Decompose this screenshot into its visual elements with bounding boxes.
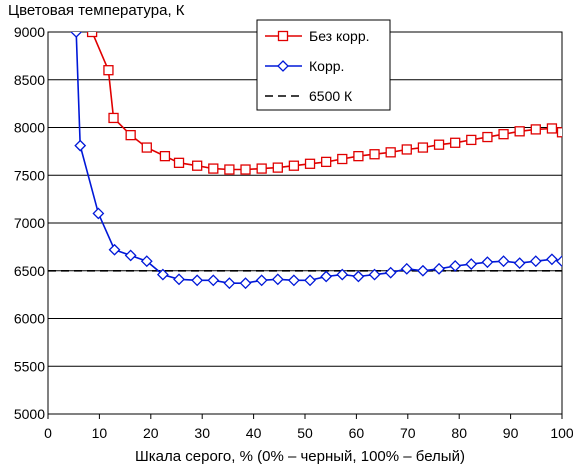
- data-point: [546, 123, 558, 134]
- data-point: [320, 270, 333, 283]
- series-layer: [48, 32, 562, 290]
- data-point: [304, 274, 316, 287]
- data-point: [255, 274, 268, 287]
- x-tick-label: 40: [246, 425, 262, 441]
- data-point: [417, 142, 429, 153]
- data-point: [401, 144, 412, 155]
- data-point: [192, 160, 203, 171]
- data-point: [353, 150, 364, 162]
- data-point: [159, 150, 171, 162]
- data-point: [207, 274, 220, 287]
- data-point: [224, 164, 235, 175]
- legend-label: Корр.: [309, 58, 344, 74]
- data-point: [337, 153, 348, 165]
- data-point: [450, 137, 461, 148]
- data-point: [336, 268, 349, 281]
- data-point: [304, 158, 316, 169]
- x-tick-label: 100: [550, 425, 573, 441]
- data-point: [513, 257, 526, 270]
- data-point: [208, 163, 219, 174]
- data-point: [173, 157, 185, 168]
- data-point: [368, 268, 381, 281]
- data-point: [173, 273, 185, 286]
- data-point: [556, 255, 562, 268]
- x-tick-label: 10: [92, 425, 108, 441]
- data-point: [385, 147, 396, 158]
- data-point: [108, 243, 121, 256]
- data-point: [530, 124, 541, 135]
- data-point: [546, 253, 558, 266]
- data-point: [86, 32, 98, 38]
- data-point: [514, 126, 525, 137]
- series-1: [70, 32, 562, 290]
- data-point: [141, 142, 152, 153]
- data-point: [466, 134, 477, 146]
- x-tick-label: 90: [503, 425, 519, 441]
- axis-ticks: 9000 8500 8000 7500 7000 6500 6000 5500 5000 0 10 2…: [14, 24, 573, 441]
- grid-lines: [48, 79, 562, 367]
- data-point: [125, 129, 136, 141]
- data-point: [465, 258, 478, 270]
- legend: Без корр. Корр. 6500 К: [256, 19, 391, 111]
- data-point: [449, 260, 462, 272]
- data-point: [481, 256, 494, 269]
- x-tick-label: 60: [349, 425, 365, 441]
- y-tick-label: 6000: [14, 311, 45, 327]
- data-point: [271, 273, 284, 286]
- data-point: [321, 156, 332, 168]
- x-axis-title: Шкала серого, % (0% – черный, 100% – бел…: [135, 448, 465, 465]
- data-point: [529, 255, 542, 268]
- data-point: [369, 149, 380, 160]
- x-tick-label: 0: [44, 425, 52, 441]
- data-point: [239, 277, 252, 290]
- legend-label: 6500 К: [309, 88, 353, 104]
- y-tick-label: 8000: [14, 120, 45, 136]
- data-point: [384, 266, 397, 279]
- x-tick-label: 50: [297, 425, 313, 441]
- y-tick-label: 8500: [14, 72, 45, 88]
- data-point: [400, 262, 413, 275]
- series-0: [86, 32, 562, 175]
- data-point: [240, 164, 251, 175]
- y-tick-label: 7500: [14, 167, 45, 183]
- x-tick-label: 30: [194, 425, 210, 441]
- x-tick-label: 20: [143, 425, 159, 441]
- legend-marker: [277, 60, 289, 72]
- data-point: [70, 32, 83, 38]
- y-tick-label: 9000: [14, 24, 45, 40]
- data-point: [416, 264, 429, 277]
- y-tick-label: 6500: [14, 263, 45, 279]
- data-point: [92, 207, 105, 220]
- data-point: [352, 270, 365, 283]
- data-point: [288, 160, 300, 171]
- data-point: [287, 274, 300, 287]
- data-point: [482, 131, 493, 143]
- data-point: [433, 139, 445, 150]
- data-point: [103, 65, 114, 76]
- data-point: [256, 163, 267, 174]
- y-tick-label: 7000: [14, 215, 45, 231]
- data-point: [433, 262, 445, 275]
- y-tick-label: 5000: [14, 406, 45, 422]
- data-point: [124, 249, 137, 262]
- data-point: [191, 274, 204, 287]
- data-point: [74, 139, 87, 152]
- data-point: [223, 277, 236, 290]
- data-point: [272, 162, 283, 173]
- data-point: [140, 255, 153, 268]
- data-point: [498, 129, 509, 140]
- y-tick-label: 5500: [14, 358, 45, 374]
- legend-marker: [277, 30, 289, 42]
- legend-label: Без корр.: [309, 28, 370, 44]
- data-point: [497, 255, 510, 268]
- data-point: [156, 268, 169, 281]
- chart-title: Цветовая температура, К: [8, 2, 185, 19]
- x-tick-label: 70: [400, 425, 416, 441]
- data-point: [556, 127, 562, 138]
- data-point: [108, 112, 119, 124]
- x-tick-label: 80: [451, 425, 467, 441]
